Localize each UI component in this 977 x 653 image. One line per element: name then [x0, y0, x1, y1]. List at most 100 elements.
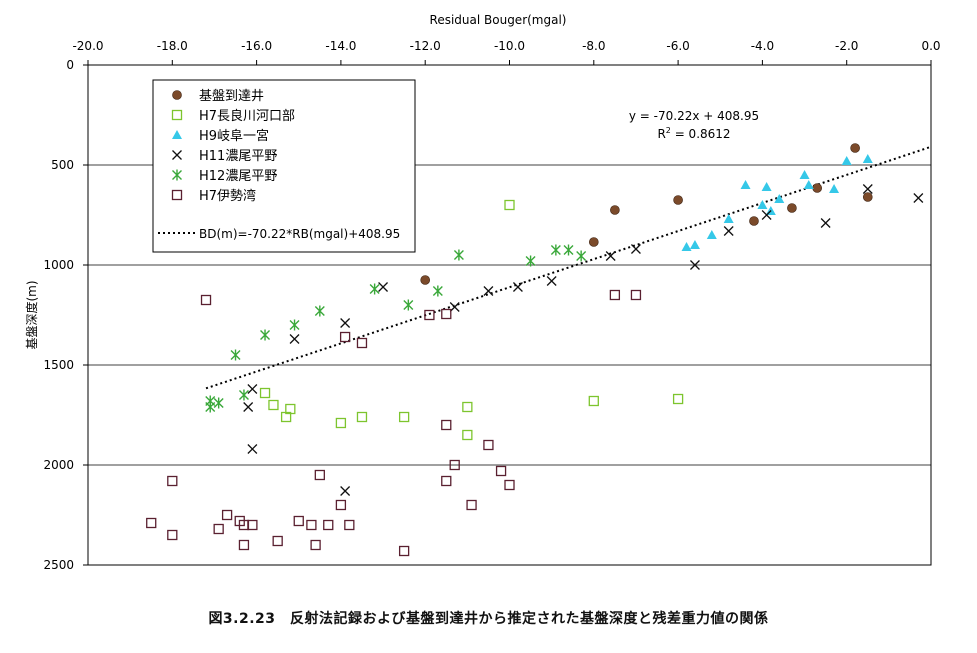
- point-s3-4-shape: [247, 384, 258, 394]
- point-s3-6-shape: [340, 486, 351, 496]
- legend-marker-3-shape: [172, 150, 182, 160]
- point-s5-25-shape: [449, 459, 460, 471]
- point-s0-6: [812, 183, 822, 193]
- point-s0-1-shape: [588, 237, 599, 247]
- point-s5-11-shape: [293, 515, 304, 527]
- point-s5-26-shape: [466, 499, 477, 511]
- y-tick-label-1: 500: [51, 158, 74, 172]
- point-s3-18-shape: [913, 193, 924, 203]
- x-axis-title: Residual Bouger(mgal): [430, 13, 567, 27]
- point-s3-7: [449, 302, 460, 312]
- point-s4-15-shape: [576, 250, 587, 262]
- point-s4-13-shape: [550, 244, 561, 256]
- point-s5-21-shape: [424, 309, 435, 321]
- point-s5-13: [310, 539, 321, 551]
- point-s4-6-shape: [289, 319, 300, 331]
- point-s5-22: [441, 308, 452, 320]
- point-s5-1-shape: [167, 475, 178, 487]
- x-tick-label-4: -12.0: [410, 39, 441, 53]
- point-s3-3-shape: [243, 402, 254, 412]
- point-s1-2: [268, 399, 279, 411]
- series-0: [420, 143, 873, 285]
- point-s2-8: [774, 194, 785, 203]
- x-tick-label-10: 0.0: [921, 39, 940, 53]
- point-s4-4-shape: [230, 349, 241, 361]
- point-s0-3: [673, 195, 683, 205]
- y-tick-label-0: 0: [66, 58, 74, 72]
- point-s3-5: [247, 444, 258, 454]
- point-s3-11: [605, 251, 616, 261]
- point-s4-8: [369, 283, 380, 295]
- point-s5-2-shape: [146, 517, 157, 529]
- point-s3-0: [378, 282, 389, 292]
- point-s4-14: [563, 244, 574, 256]
- legend-label-2: H9岐阜一宮: [199, 128, 269, 144]
- point-s4-3-shape: [238, 389, 249, 401]
- point-s3-16: [820, 218, 831, 228]
- legend-label-3: H11濃尾平野: [199, 149, 277, 164]
- point-s4-4: [230, 349, 241, 361]
- point-s5-20: [398, 545, 410, 557]
- legend: 基盤到達井 H7長良川河口部 H9岐阜一宮 H11濃尾平野 H12濃尾平野 H7伊勢湾 BD…: [152, 79, 416, 253]
- point-s1-8-shape: [462, 401, 473, 413]
- point-s2-13: [862, 154, 873, 163]
- point-s5-23: [441, 419, 452, 431]
- point-s2-5: [757, 200, 768, 209]
- point-s2-11-shape: [829, 184, 840, 193]
- point-s3-0-shape: [378, 282, 389, 292]
- point-s3-16-shape: [820, 218, 831, 228]
- point-s3-10: [546, 276, 557, 286]
- point-s0-8-shape: [862, 192, 873, 202]
- point-s5-9-shape: [238, 539, 250, 551]
- point-s3-15-shape: [761, 210, 772, 220]
- point-s3-11-shape: [605, 251, 616, 261]
- point-s5-17: [344, 519, 355, 531]
- point-s5-30-shape: [609, 289, 621, 301]
- legend-label-5: H7伊勢湾: [199, 188, 256, 204]
- point-s2-10-shape: [803, 180, 814, 189]
- point-s3-10-shape: [546, 276, 557, 286]
- point-s5-24: [441, 475, 452, 487]
- y-axis-ticks: 0 500 1000 1500 2000 2500: [43, 58, 88, 572]
- point-s1-11-shape: [672, 393, 684, 405]
- point-s4-5: [260, 329, 271, 341]
- point-s2-8-shape: [774, 194, 785, 203]
- point-s4-5-shape: [260, 329, 271, 341]
- point-s5-2: [146, 517, 157, 529]
- x-tick-label-2: -16.0: [241, 39, 272, 53]
- point-s0-4: [749, 216, 759, 226]
- point-s5-8: [247, 519, 258, 531]
- point-s3-4: [247, 384, 258, 394]
- point-s4-11-shape: [453, 249, 464, 261]
- y-tick-label-3: 1500: [43, 358, 74, 372]
- data-points: [146, 143, 924, 557]
- x-tick-label-3: -14.0: [325, 39, 356, 53]
- series-3: [243, 184, 924, 496]
- point-s5-15: [323, 519, 334, 531]
- point-s0-4-shape: [749, 216, 759, 226]
- point-s2-9: [799, 170, 810, 179]
- point-s4-10: [432, 285, 443, 297]
- point-s1-6-shape: [356, 411, 368, 423]
- legend-box: [152, 79, 416, 253]
- x-tick-label-9: -2.0: [835, 39, 858, 53]
- point-s1-2-shape: [268, 399, 279, 411]
- x-tick-label-1: -18.0: [157, 39, 188, 53]
- point-s2-3-shape: [723, 214, 734, 223]
- point-s0-2-shape: [610, 205, 620, 215]
- point-s5-5-shape: [221, 509, 233, 521]
- point-s0-5-shape: [787, 203, 797, 213]
- point-s0-8: [862, 192, 873, 202]
- regression-equation: y = -70.22x + 408.95: [629, 109, 759, 123]
- point-s5-10-shape: [272, 535, 283, 547]
- point-s1-1-shape: [259, 387, 271, 399]
- point-s2-1: [689, 240, 700, 249]
- series-2: [681, 154, 873, 251]
- point-s5-28: [495, 465, 507, 477]
- point-s5-0-shape: [200, 294, 212, 306]
- point-s3-1: [340, 318, 351, 328]
- x-tick-label-0: -20.0: [72, 39, 103, 53]
- series-5: [146, 289, 642, 557]
- legend-marker-2: [172, 130, 182, 139]
- point-s0-3-shape: [673, 195, 683, 205]
